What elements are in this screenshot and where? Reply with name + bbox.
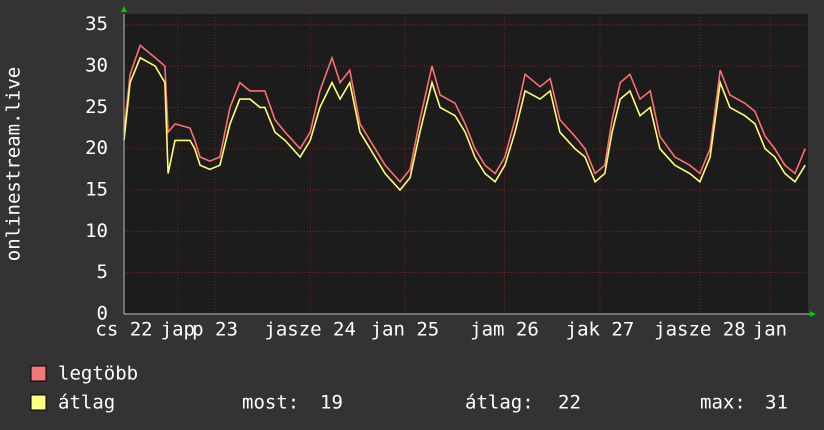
stat-label: átlag: — [465, 392, 534, 414]
y-axis-label: onlinestream.live — [3, 67, 25, 261]
y-tick-label: 0 — [97, 303, 108, 325]
legend-swatch — [30, 394, 47, 411]
stat-label: max: — [700, 392, 746, 414]
y-tick-label: 35 — [85, 13, 108, 35]
y-tick-label: 5 — [97, 261, 108, 283]
legend-label: legtöbb — [58, 363, 138, 385]
x-tick-label: jan 25 — [371, 319, 440, 341]
x-tick-label: jam 26 — [470, 319, 539, 341]
stat-value: 22 — [558, 392, 581, 414]
y-tick-label: 25 — [85, 96, 108, 118]
x-tick-label: jan — [753, 319, 787, 341]
y-tick-label: 20 — [85, 137, 108, 159]
x-tick-label: p 23 — [192, 319, 238, 341]
plot-area — [124, 14, 808, 314]
x-tick-label: jak 27 — [566, 319, 635, 341]
stat-value: 19 — [320, 392, 343, 414]
series-line — [123, 44, 806, 184]
legend-swatch — [30, 365, 47, 382]
x-tick-label: jap — [161, 319, 195, 341]
y-tick-label: 30 — [85, 55, 108, 77]
y-tick-label: 10 — [85, 220, 108, 242]
legend-label: átlag — [58, 392, 115, 414]
y-axis-arrow — [121, 6, 127, 12]
x-tick-label: jasze 28 — [654, 319, 746, 341]
x-tick-label: jasze 24 — [264, 319, 356, 341]
stat-value: 31 — [765, 392, 788, 414]
y-tick-label: 15 — [85, 179, 108, 201]
stat-label: most: — [242, 392, 299, 414]
x-axis-arrow — [810, 311, 816, 317]
series-line — [123, 56, 806, 192]
x-tick-label: cs 22 — [95, 319, 152, 341]
